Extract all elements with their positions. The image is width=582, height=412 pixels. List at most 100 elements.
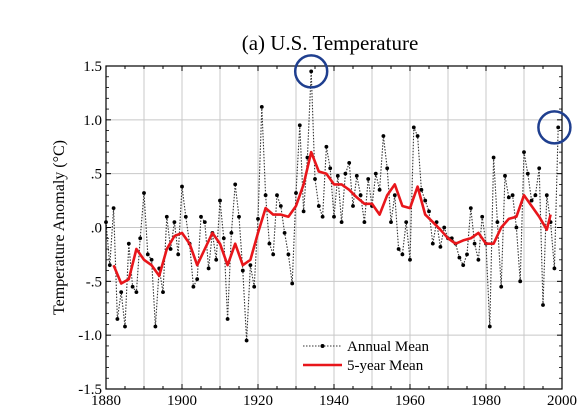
x-tick-label: 1900 [167,393,197,409]
y-tick-label: 1.5 [83,59,102,75]
annual-mean-point [161,290,165,294]
annual-mean-line [105,71,559,341]
annual-mean-point [427,209,431,214]
annual-mean-point [324,144,329,149]
annual-mean-point [183,214,188,219]
series-layer [104,69,561,343]
chart-title: (a) U.S. Temperature [242,31,419,55]
annual-mean-point [286,252,291,257]
annual-mean-point [282,230,287,235]
x-tick-label: 2000 [547,393,577,409]
annual-mean-point [297,123,302,128]
y-tick-label: -1.0 [78,328,102,344]
annual-mean-point [377,187,382,192]
annual-mean-point [218,198,222,203]
axis-ticks: 1880 1900 1920 1940 1960 1980 2000 1.5 1.0 .5 .0 -.… [78,59,577,409]
legend-five-year-label: 5-year Mean [347,358,424,374]
annual-mean-point [514,225,519,230]
annual-mean-point [237,214,241,219]
annual-mean-point [480,214,485,219]
annual-mean-point [537,166,542,171]
annual-mean-point [244,338,249,343]
annual-mean-point [438,244,443,249]
annual-mean-point [221,236,226,241]
annual-mean-point [461,263,466,268]
five-year-mean-line [112,150,552,285]
annual-mean-point [358,193,363,198]
x-tick-label: 1880 [91,393,121,409]
annual-mean-point [434,220,439,225]
y-tick-label: -1.5 [78,382,102,398]
annual-mean-point [366,177,371,181]
legend: Annual Mean 5-year Mean [303,339,430,374]
annual-mean-point [233,182,238,187]
annual-mean-point [202,220,207,225]
legend-annual-marker [320,344,325,348]
annual-mean-point [126,241,131,246]
annual-mean-point [423,198,428,203]
annual-mean-point [316,204,321,208]
annual-mean-point [408,257,412,262]
annual-mean-point [142,191,146,195]
annual-mean-point [252,284,257,289]
annual-mean-point [518,279,523,284]
annual-mean-point [381,134,386,138]
annual-mean-point [248,263,253,268]
annual-mean-point [396,247,401,251]
annual-mean-point [430,241,435,246]
annual-mean-point [119,290,124,294]
annual-mean-point [529,198,534,203]
annual-mean-point [320,214,325,219]
y-tick-label: -.5 [86,274,102,290]
annual-mean-point [180,184,184,189]
annual-mean-point [400,252,405,257]
grid-lines [106,66,562,389]
annual-mean-point [107,263,112,268]
annual-mean-point [206,266,211,271]
annual-mean-point [168,247,173,251]
annual-mean-point [491,155,496,160]
annual-mean-point [389,220,393,225]
annual-mean-point [541,303,545,307]
annual-mean-point [506,195,511,200]
y-tick-label: .0 [91,221,102,237]
annual-mean-point [138,236,143,241]
annual-mean-point [354,173,359,178]
annual-mean-point [556,125,561,130]
annual-mean-point [404,220,409,225]
annual-mean-point [373,171,378,176]
annual-mean-point [149,257,154,262]
annual-mean-point [392,193,397,198]
legend-annual-label: Annual Mean [347,339,430,355]
annual-mean-point [552,266,557,271]
annual-mean-point [145,252,150,257]
annual-mean-point [309,69,314,74]
x-tick-label: 1920 [243,393,273,409]
annual-mean-point [411,125,416,130]
annual-mean-point [525,171,530,176]
annual-mean-point [195,277,200,282]
highlight-circle [293,54,329,89]
y-tick-label: .5 [91,167,102,183]
annual-mean-point [134,290,139,294]
annual-mean-point [415,134,420,138]
x-tick-label: 1960 [395,393,425,409]
annual-mean-point [172,220,177,225]
annual-mean-point [199,214,203,219]
annual-mean-point [301,209,306,214]
x-tick-label: 1940 [319,393,349,409]
annual-mean-point [544,193,549,198]
annual-mean-point [362,220,367,225]
annotation-layer [293,54,572,145]
annual-mean-point [472,241,477,246]
annual-mean-point [123,324,127,329]
annual-mean-point [191,284,196,289]
annual-mean-point [256,216,260,221]
annual-mean-point [343,171,348,176]
annual-mean-point [305,155,310,160]
annual-mean-point [115,317,120,321]
annual-mean-point [275,193,279,198]
annual-mean-point [487,324,492,329]
y-tick-label: 1.0 [83,113,102,129]
annual-mean-point [328,166,333,171]
